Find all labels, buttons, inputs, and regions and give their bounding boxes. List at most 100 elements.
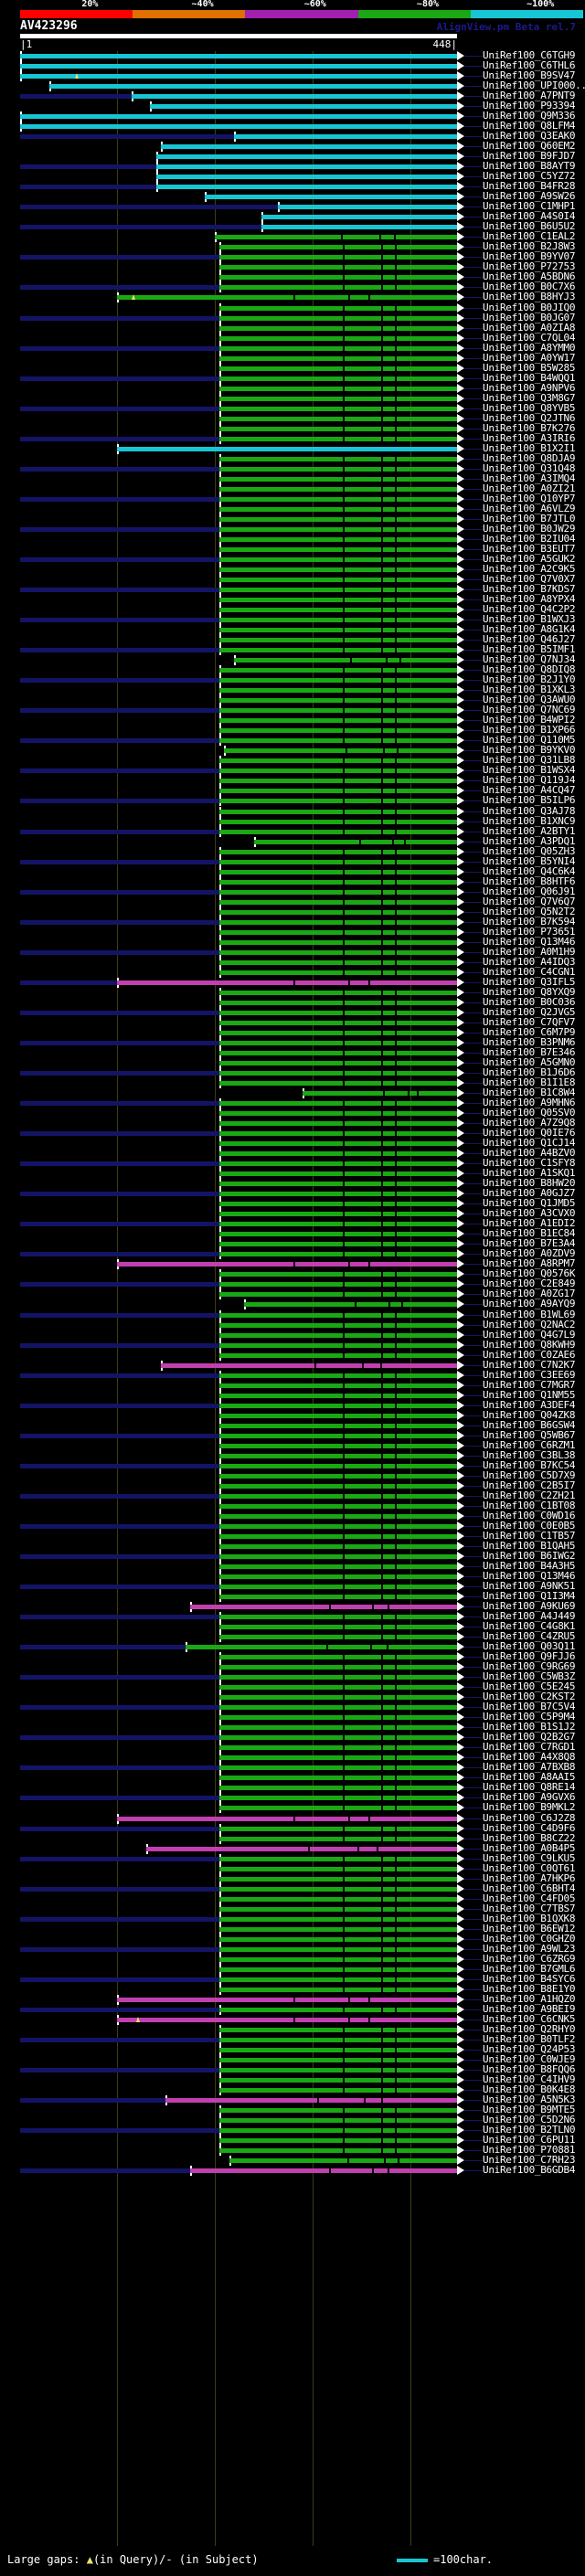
hsp-bar[interactable] <box>219 325 457 331</box>
hsp-bar[interactable] <box>219 1574 457 1580</box>
hit-label[interactable]: UniRef100_Q8RE14 <box>483 1781 576 1794</box>
alignment-row[interactable]: UniRef100_A1SKQ1 <box>0 1167 585 1180</box>
hsp-bar[interactable] <box>219 2108 457 2114</box>
hsp-bar[interactable] <box>219 1625 457 1630</box>
hsp-bar[interactable] <box>219 1403 457 1408</box>
alignment-row[interactable]: UniRef100_A1EDI2 <box>0 1218 585 1230</box>
alignment-row[interactable]: UniRef100_Q31LB8 <box>0 755 585 767</box>
hit-label[interactable]: UniRef100_B7K594 <box>483 915 576 928</box>
hsp-bar[interactable] <box>219 1483 457 1489</box>
alignment-row[interactable]: UniRef100_C1TB57 <box>0 1530 585 1542</box>
hsp-bar[interactable] <box>219 2128 457 2134</box>
hit-label[interactable]: UniRef100_A0GJZ7 <box>483 1187 576 1200</box>
hit-label[interactable]: UniRef100_B1XNC9 <box>483 814 576 827</box>
hit-label[interactable]: UniRef100_B8E1Y0 <box>483 1982 576 1995</box>
hit-label[interactable]: UniRef100_B1I1E8 <box>483 1076 576 1089</box>
hsp-bar[interactable] <box>219 426 457 431</box>
hit-label[interactable]: UniRef100_A5GUK2 <box>483 553 576 565</box>
alignment-row[interactable]: UniRef100_A4S0I4 <box>0 211 585 223</box>
hsp-bar[interactable] <box>20 74 457 80</box>
alignment-row[interactable]: UniRef100_A5GMN0 <box>0 1057 585 1068</box>
hit-label[interactable]: UniRef100_A4IDQ3 <box>483 955 576 968</box>
hsp-bar[interactable] <box>219 1443 457 1448</box>
alignment-row[interactable]: UniRef100_C4ZRU5 <box>0 1631 585 1643</box>
hsp-bar[interactable] <box>161 144 457 150</box>
hit-label[interactable]: UniRef100_A7HKP6 <box>483 1871 576 1884</box>
hit-label[interactable]: UniRef100_B0TLF2 <box>483 2032 576 2045</box>
alignment-row[interactable]: UniRef100_C7QFV7 <box>0 1016 585 1028</box>
hit-label[interactable]: UniRef100_Q4C2P2 <box>483 603 576 616</box>
hit-label[interactable]: UniRef100_Q0IE76 <box>483 1127 576 1140</box>
hsp-bar[interactable] <box>219 486 457 492</box>
hit-label[interactable]: UniRef100_B2TLN0 <box>483 2124 576 2136</box>
alignment-row[interactable]: UniRef100_A0B4P5 <box>0 1842 585 1854</box>
alignment-row[interactable]: UniRef100_A8RPM7 <box>0 1258 585 1270</box>
hsp-bar[interactable] <box>219 1503 457 1509</box>
hit-label[interactable]: UniRef100_C5D7X9 <box>483 1468 576 1481</box>
hsp-bar[interactable] <box>219 959 457 965</box>
hit-label[interactable]: UniRef100_A7BXB8 <box>483 1761 576 1774</box>
hsp-bar[interactable] <box>219 2047 457 2052</box>
hsp-bar[interactable] <box>219 608 457 613</box>
hsp-bar[interactable] <box>219 578 457 583</box>
hsp-bar[interactable] <box>219 1111 457 1117</box>
alignment-row[interactable]: UniRef100_P93394 <box>0 101 585 112</box>
hit-label[interactable]: UniRef100_C0QT61 <box>483 1861 576 1874</box>
alignment-row[interactable]: UniRef100_C6RZM1 <box>0 1439 585 1451</box>
hsp-bar[interactable] <box>219 1715 457 1721</box>
hit-label[interactable]: UniRef100_B9MTE5 <box>483 2104 576 2116</box>
alignment-row[interactable]: UniRef100_Q1CJ14 <box>0 1138 585 1150</box>
alignment-row[interactable]: UniRef100_Q1NM55 <box>0 1389 585 1401</box>
hsp-bar[interactable] <box>117 980 457 985</box>
alignment-row[interactable]: UniRef100_B1C8W4 <box>0 1087 585 1099</box>
hsp-bar[interactable] <box>229 2158 457 2164</box>
hit-label[interactable]: UniRef100_Q2JVG5 <box>483 1005 576 1018</box>
alignment-row[interactable]: UniRef100_Q13M46 <box>0 936 585 948</box>
hsp-bar[interactable] <box>219 1916 457 1922</box>
hit-label[interactable]: UniRef100_A9NK51 <box>483 1580 576 1593</box>
hit-label[interactable]: UniRef100_A3DEF4 <box>483 1398 576 1411</box>
hit-label[interactable]: UniRef100_Q9FJJ6 <box>483 1650 576 1663</box>
alignment-row[interactable]: UniRef100_Q24P53 <box>0 2043 585 2055</box>
hit-label[interactable]: UniRef100_A9GVX6 <box>483 1791 576 1804</box>
hit-label[interactable]: UniRef100_C3BL38 <box>483 1448 576 1461</box>
hit-label[interactable]: UniRef100_A5N5K3 <box>483 2094 576 2106</box>
alignment-row[interactable]: UniRef100_A0ZDV9 <box>0 1248 585 1260</box>
alignment-row[interactable]: UniRef100_C4CGN1 <box>0 966 585 978</box>
hsp-bar[interactable] <box>219 849 457 854</box>
alignment-row[interactable]: UniRef100_Q3M8G7 <box>0 392 585 404</box>
alignment-row[interactable]: UniRef100_Q2JVG5 <box>0 1005 585 1018</box>
alignment-row[interactable]: UniRef100_B2J1Y0 <box>0 674 585 686</box>
alignment-row[interactable]: UniRef100_Q2RHY0 <box>0 2022 585 2035</box>
alignment-row[interactable]: UniRef100_Q0IE76 <box>0 1127 585 1140</box>
hit-label[interactable]: UniRef100_B7GML6 <box>483 1962 576 1975</box>
hsp-bar[interactable] <box>219 1242 457 1247</box>
hsp-bar[interactable] <box>219 698 457 704</box>
alignment-row[interactable]: UniRef100_Q04ZK8 <box>0 1409 585 1421</box>
hit-label[interactable]: UniRef100_C7RGD1 <box>483 1741 576 1754</box>
alignment-row[interactable]: UniRef100_B6EW12 <box>0 1923 585 1935</box>
alignment-row[interactable]: UniRef100_B1XNC9 <box>0 814 585 827</box>
hit-label[interactable]: UniRef100_B8HTF6 <box>483 875 576 887</box>
hit-label[interactable]: UniRef100_B1X2I1 <box>483 441 576 454</box>
hsp-bar[interactable] <box>219 728 457 734</box>
hsp-bar[interactable] <box>219 779 457 784</box>
hit-label[interactable]: UniRef100_A1SKQ1 <box>483 1167 576 1180</box>
alignment-row[interactable]: UniRef100_B1XP66 <box>0 725 585 737</box>
alignment-row[interactable]: UniRef100_C2B5I7 <box>0 1479 585 1491</box>
alignment-row[interactable]: UniRef100_B1J6D6 <box>0 1067 585 1079</box>
hsp-bar[interactable] <box>219 1272 457 1277</box>
hit-label[interactable]: UniRef100_A5BDN6 <box>483 270 576 283</box>
hsp-bar[interactable] <box>219 1161 457 1167</box>
hit-label[interactable]: UniRef100_Q2RHY0 <box>483 2022 576 2035</box>
alignment-row[interactable]: UniRef100_B7GML6 <box>0 1962 585 1975</box>
alignment-row[interactable]: UniRef100_C5YZ72 <box>0 171 585 183</box>
hsp-bar[interactable] <box>156 185 457 190</box>
hit-label[interactable]: UniRef100_A7PNT9 <box>483 90 576 102</box>
hsp-bar[interactable] <box>219 1071 457 1076</box>
alignment-row[interactable]: UniRef100_Q7V6Q7 <box>0 896 585 907</box>
alignment-row[interactable]: UniRef100_A8AAI5 <box>0 1772 585 1784</box>
hit-label[interactable]: UniRef100_A9KU69 <box>483 1600 576 1613</box>
hsp-bar[interactable] <box>150 104 457 110</box>
hit-label[interactable]: UniRef100_A9MHN6 <box>483 1097 576 1109</box>
